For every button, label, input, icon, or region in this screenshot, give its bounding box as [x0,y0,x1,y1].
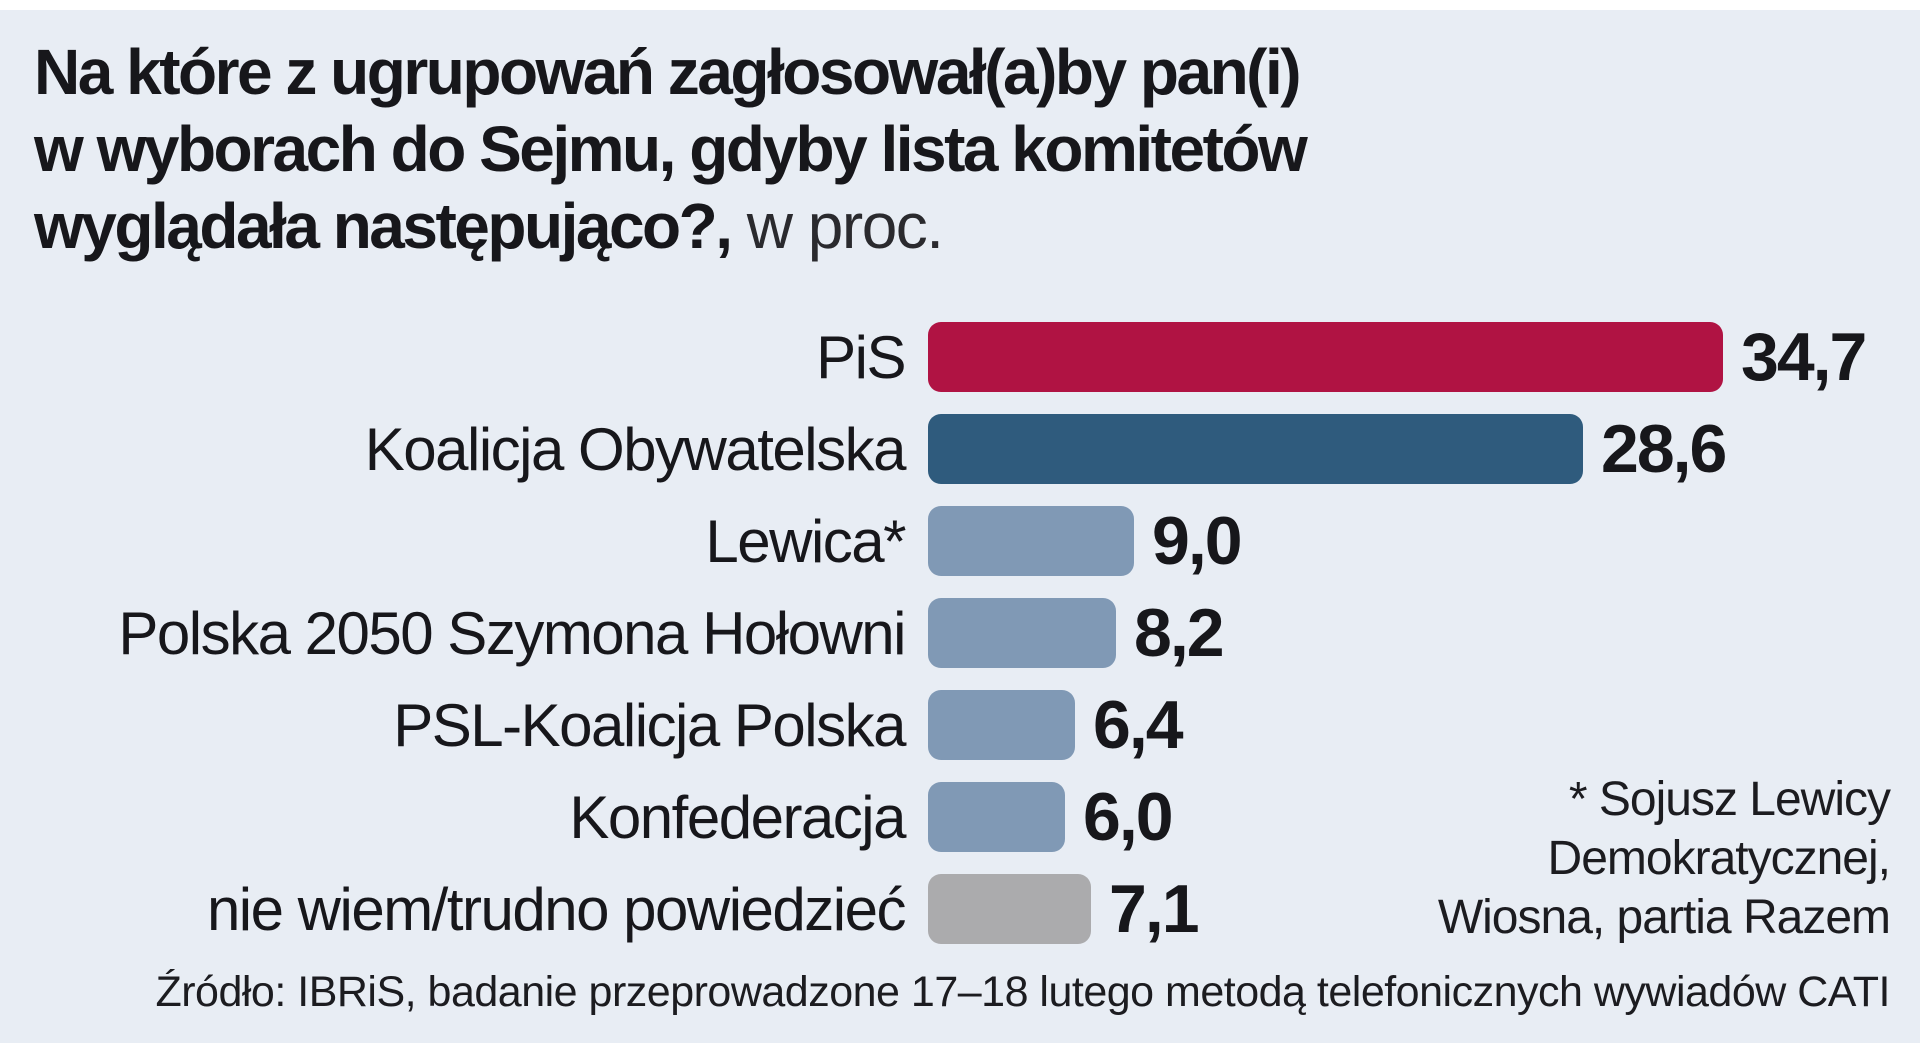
value-label-nie-wiem: 7,1 [1109,871,1200,947]
bar-row: nie wiem/trudno powiedzieć 7,1 [0,863,1920,955]
bar-polska-2050 [928,598,1116,668]
category-label-psl: PSL-Koalicja Polska [393,691,906,759]
bar-row: Koalicja Obywatelska 28,6 [0,403,1920,495]
bar-row: Konfederacja 6,0 [0,771,1920,863]
bar-area: 34,7 [928,318,1867,396]
title-line-2: w wyborach do Sejmu, gdyby lista komitet… [34,113,1308,185]
source-line: Źródło: IBRiS, badanie przeprowadzone 17… [155,968,1890,1016]
value-label-psl: 6,4 [1093,687,1184,763]
bar-pis [928,322,1723,392]
category-label-nie-wiem: nie wiem/trudno powiedzieć [206,875,907,943]
chart-title: Na które z ugrupowań zagłosował(a)by pan… [34,34,1920,265]
bar-area: 8,2 [928,594,1225,672]
bar-konfederacja [928,782,1065,852]
footnote-line-3: Wiosna, partia Razem [1437,891,1891,944]
category-label-konfederacja: Konfederacja [569,783,906,851]
bar-area: 6,4 [928,686,1184,764]
category-label-lewica: Lewica* [705,507,906,575]
bar-area: 7,1 [928,870,1200,948]
category-label-polska-2050: Polska 2050 Szymona Hołowni [118,599,906,667]
bar-koalicja-obywatelska [928,414,1583,484]
category-label-pis: PiS [816,323,906,391]
bar-lewica [928,506,1134,576]
title-unit-label: w proc. [730,190,944,262]
bar-area: 6,0 [928,778,1174,856]
top-white-strip [0,0,1920,10]
bar-psl [928,690,1075,760]
title-line-3: wyglądała następująco?, w proc. [34,188,1920,265]
bar-nie-wiem [928,874,1091,944]
bar-row: Lewica* 9,0 [0,495,1920,587]
bar-row: PSL-Koalicja Polska 6,4 [0,679,1920,771]
footnote-line-2: Demokratycznej, [1547,832,1891,885]
value-label-konfederacja: 6,0 [1083,779,1174,855]
bar-area: 9,0 [928,502,1243,580]
asterisk-footnote: * Sojusz Lewicy Demokratycznej, Wiosna, … [1437,770,1891,947]
footnote-line-1: * Sojusz Lewicy [1568,773,1891,826]
bar-row: Polska 2050 Szymona Hołowni 8,2 [0,587,1920,679]
value-label-koalicja-obywatelska: 28,6 [1601,411,1727,487]
bar-chart: PiS 34,7 Koalicja Obywatelska 28,6 Lewic… [0,311,1920,955]
value-label-pis: 34,7 [1741,319,1867,395]
bar-row: PiS 34,7 [0,311,1920,403]
value-label-lewica: 9,0 [1152,503,1243,579]
category-label-koalicja-obywatelska: Koalicja Obywatelska [364,415,907,483]
title-line-1: Na które z ugrupowań zagłosował(a)by pan… [34,36,1302,108]
title-line-3-question: wyglądała następująco?, [34,190,733,262]
value-label-polska-2050: 8,2 [1134,595,1225,671]
bar-area: 28,6 [928,410,1727,488]
